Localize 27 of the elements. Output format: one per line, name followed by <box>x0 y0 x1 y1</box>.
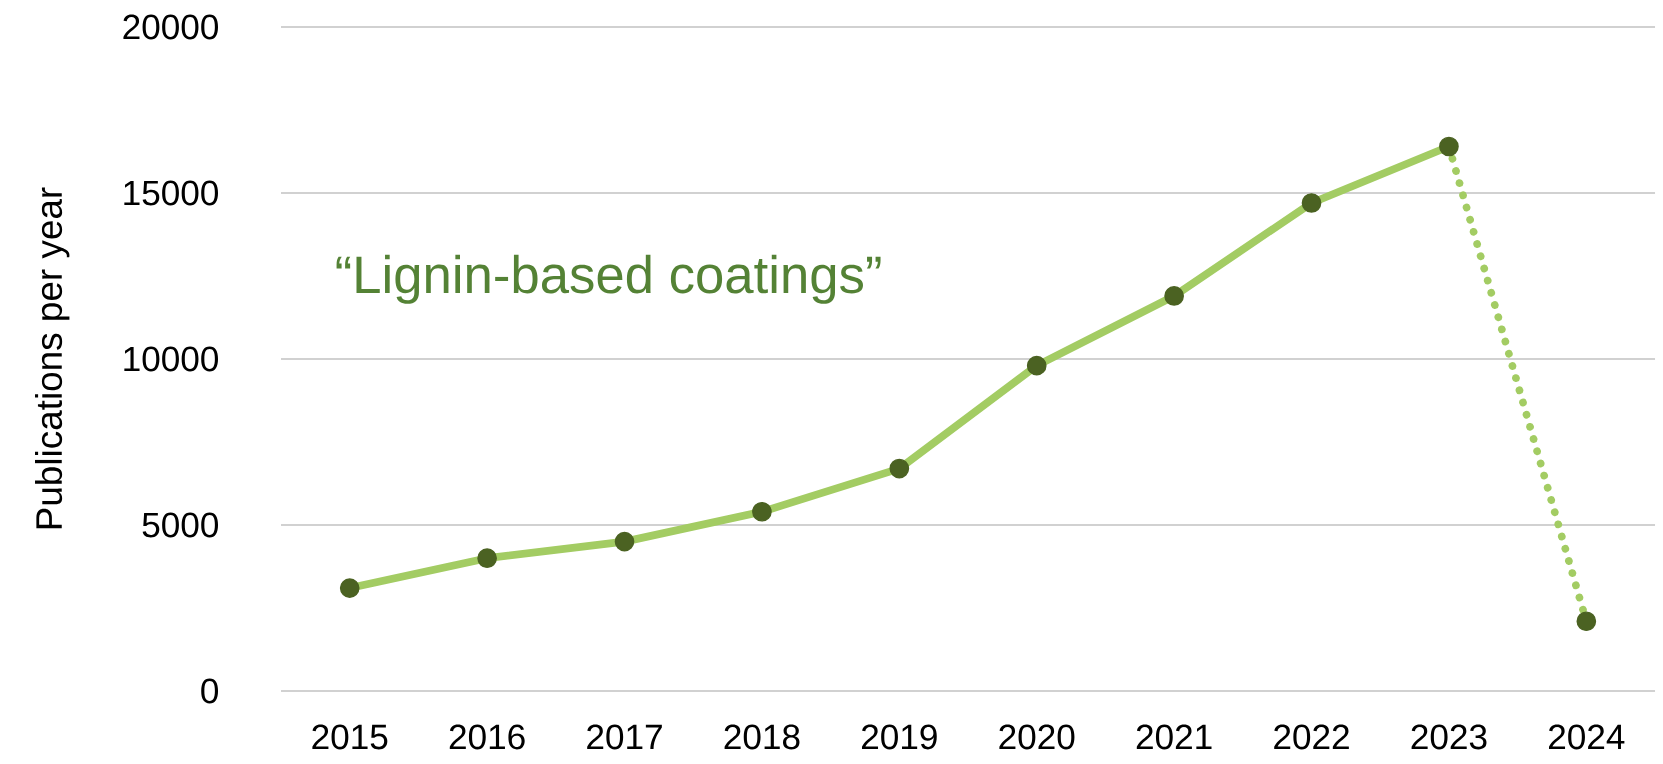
point <box>477 548 497 569</box>
point <box>752 501 772 522</box>
y-tick-label: 15000 <box>124 180 219 206</box>
y-tick-label: 10000 <box>124 346 219 372</box>
x-tick-label: 2023 <box>1411 724 1487 750</box>
point <box>1439 136 1459 157</box>
y-tick-label: 0 <box>201 678 219 704</box>
point <box>1164 286 1184 306</box>
x-tick-label: 2022 <box>1274 724 1349 750</box>
x-tick-label: 2016 <box>449 724 525 750</box>
y-axis-title: Publications per year <box>35 187 70 529</box>
x-tick-label: 2018 <box>724 724 800 750</box>
x-tick-label: 2019 <box>861 724 937 750</box>
point <box>1576 611 1597 632</box>
y-tick-label: 5000 <box>142 512 219 538</box>
point <box>339 578 360 598</box>
point <box>1026 355 1047 376</box>
y-tick-label: 20000 <box>123 14 219 40</box>
point <box>1301 193 1322 213</box>
x-tick-label: 2015 <box>312 724 388 750</box>
x-tick-label: 2024 <box>1549 724 1625 750</box>
annotation: “Lignin-based coatings” <box>336 254 881 304</box>
point <box>889 458 910 479</box>
point <box>614 531 635 552</box>
x-tick-label: 2020 <box>999 724 1075 750</box>
x-tick-label: 2021 <box>1136 724 1212 750</box>
x-tick-label: 2017 <box>587 724 662 750</box>
